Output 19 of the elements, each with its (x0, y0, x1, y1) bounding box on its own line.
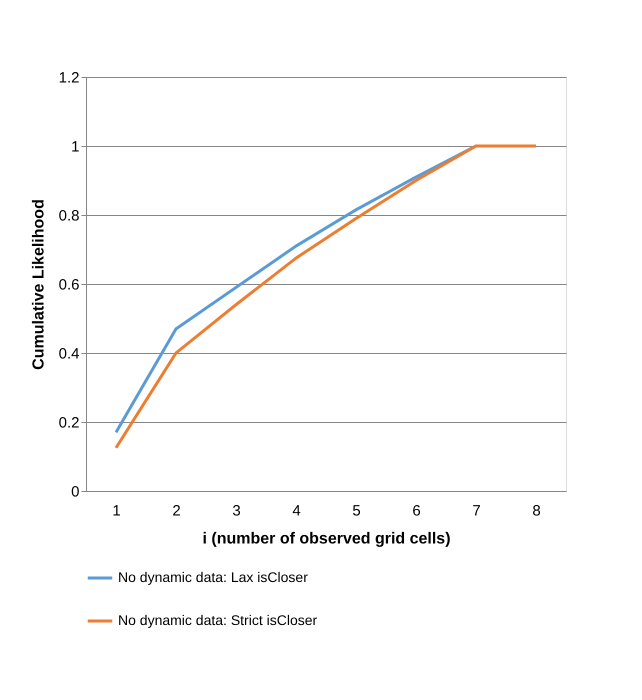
y-tick-label: 0.8 (58, 208, 80, 224)
x-tick-label: 8 (532, 502, 541, 520)
x-tick-label: 7 (472, 502, 481, 520)
y-tick-label: 0 (71, 484, 80, 500)
x-tick-label: 6 (412, 502, 421, 520)
x-axis-title: i (number of observed grid cells) (202, 530, 451, 548)
y-tick-label: 1 (71, 138, 80, 156)
x-tick-label: 3 (232, 502, 241, 520)
y-tick-label: 0.2 (58, 414, 80, 432)
x-tick-label: 2 (172, 502, 181, 520)
y-tick-label: 0.4 (58, 346, 80, 362)
legend-label: No dynamic data: Strict isCloser (118, 612, 318, 628)
y-tick-label: 1.2 (58, 70, 80, 86)
y-axis-title: Cumulative Likelihood (30, 199, 48, 370)
legend-label: No dynamic data: Lax isCloser (118, 569, 308, 585)
y-tick-label: 0.6 (58, 276, 80, 294)
x-tick-label: 5 (352, 502, 361, 520)
x-tick-label: 1 (112, 502, 121, 520)
x-tick-label: 4 (292, 502, 301, 520)
